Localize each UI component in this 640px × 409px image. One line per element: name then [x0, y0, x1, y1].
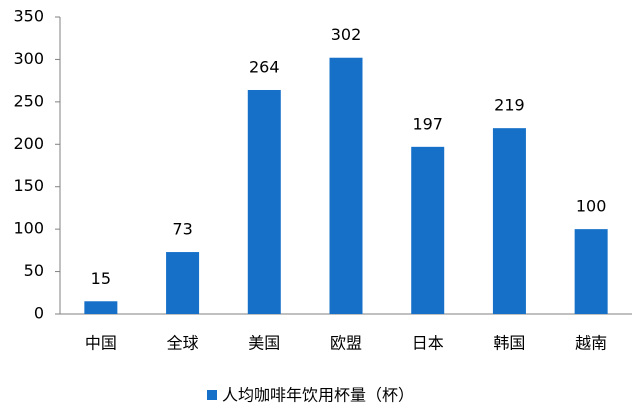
legend-label: 人均咖啡年饮用杯量（杯）: [222, 386, 414, 405]
bar: [574, 229, 608, 314]
bar: [247, 89, 281, 314]
y-tick-label: 350: [13, 7, 44, 26]
x-tick-label: 美国: [248, 334, 280, 353]
bar: [84, 301, 118, 314]
x-tick-label: 韩国: [493, 334, 525, 353]
x-tick-label: 欧盟: [330, 334, 362, 353]
bar: [329, 57, 363, 314]
data-label: 219: [494, 96, 525, 115]
x-tick-label: 越南: [575, 334, 607, 353]
y-tick-label: 150: [13, 176, 44, 195]
y-tick-label: 50: [24, 261, 44, 280]
y-tick-label: 300: [13, 49, 44, 68]
bar: [166, 252, 200, 314]
bar: [411, 146, 445, 314]
y-tick-label: 250: [13, 91, 44, 110]
y-tick-label: 100: [13, 219, 44, 238]
bar: [492, 128, 526, 314]
x-tick-label: 中国: [85, 334, 117, 353]
x-tick-label: 全球: [167, 334, 199, 353]
data-label: 73: [172, 220, 192, 239]
data-label: 302: [331, 25, 362, 44]
data-label: 264: [249, 57, 280, 76]
data-label: 197: [412, 114, 443, 133]
x-tick-label: 日本: [412, 334, 444, 353]
y-tick-label: 0: [34, 304, 44, 323]
data-label: 100: [576, 197, 607, 216]
y-tick-label: 200: [13, 134, 44, 153]
data-label: 15: [91, 269, 111, 288]
legend-swatch: [207, 390, 217, 400]
